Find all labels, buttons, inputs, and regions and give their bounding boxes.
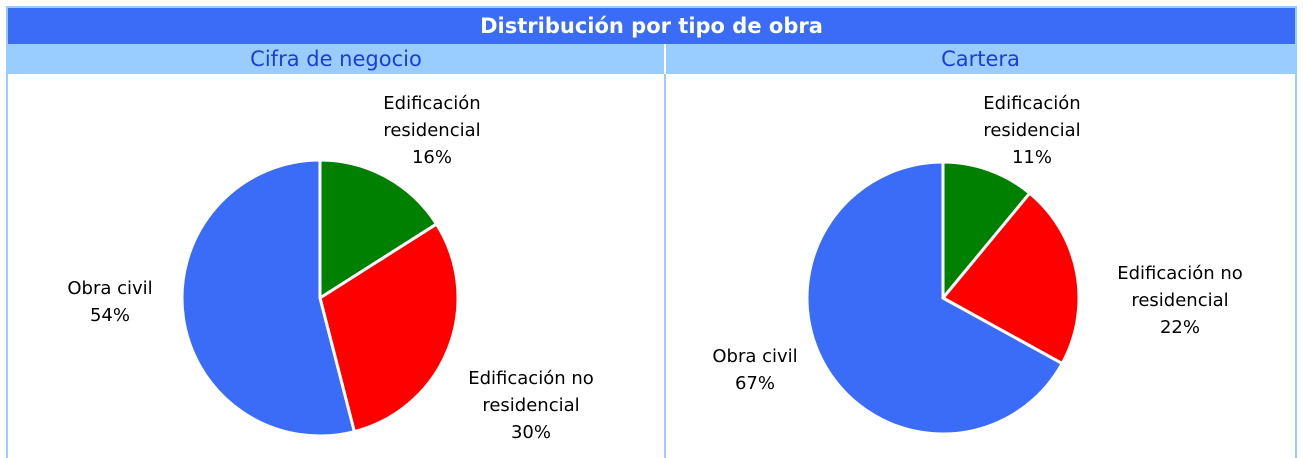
value-label: 30%: [510, 422, 551, 443]
category-label: Obra civil: [67, 278, 153, 299]
chart-title: Cifra de negocio: [8, 44, 664, 74]
frame: [6, 6, 1297, 458]
category-label: Edificación no residencial: [1117, 263, 1243, 311]
pie-slice: [941, 160, 1032, 303]
value-label: 16%: [411, 147, 452, 168]
slice-label: Obra civil 54%: [50, 275, 170, 329]
category-label: Obra civil: [712, 346, 798, 367]
pie-slice: [805, 160, 1065, 436]
pie-slice: [180, 158, 357, 438]
value-label: 22%: [1159, 317, 1200, 338]
value-label: 54%: [89, 305, 130, 326]
pie-slice: [318, 158, 439, 301]
slice-label: Edificación no residencial 30%: [446, 365, 616, 446]
slice-label: Edificación residencial 16%: [352, 90, 512, 171]
slice-label: Obra civil 67%: [695, 343, 815, 397]
pie-slice: [318, 221, 460, 434]
header-title: Distribución por tipo de obra: [8, 8, 1295, 44]
chart-title: Cartera: [666, 44, 1295, 74]
category-label: Edificación residencial: [983, 93, 1081, 141]
slice-label: Edificación no residencial 22%: [1095, 260, 1265, 341]
value-label: 67%: [734, 373, 775, 394]
value-label: 11%: [1011, 147, 1052, 168]
category-label: Edificación residencial: [383, 93, 481, 141]
category-label: Edificación no residencial: [468, 368, 594, 416]
slice-label: Edificación residencial 11%: [952, 90, 1112, 171]
pie-slice: [940, 191, 1081, 366]
